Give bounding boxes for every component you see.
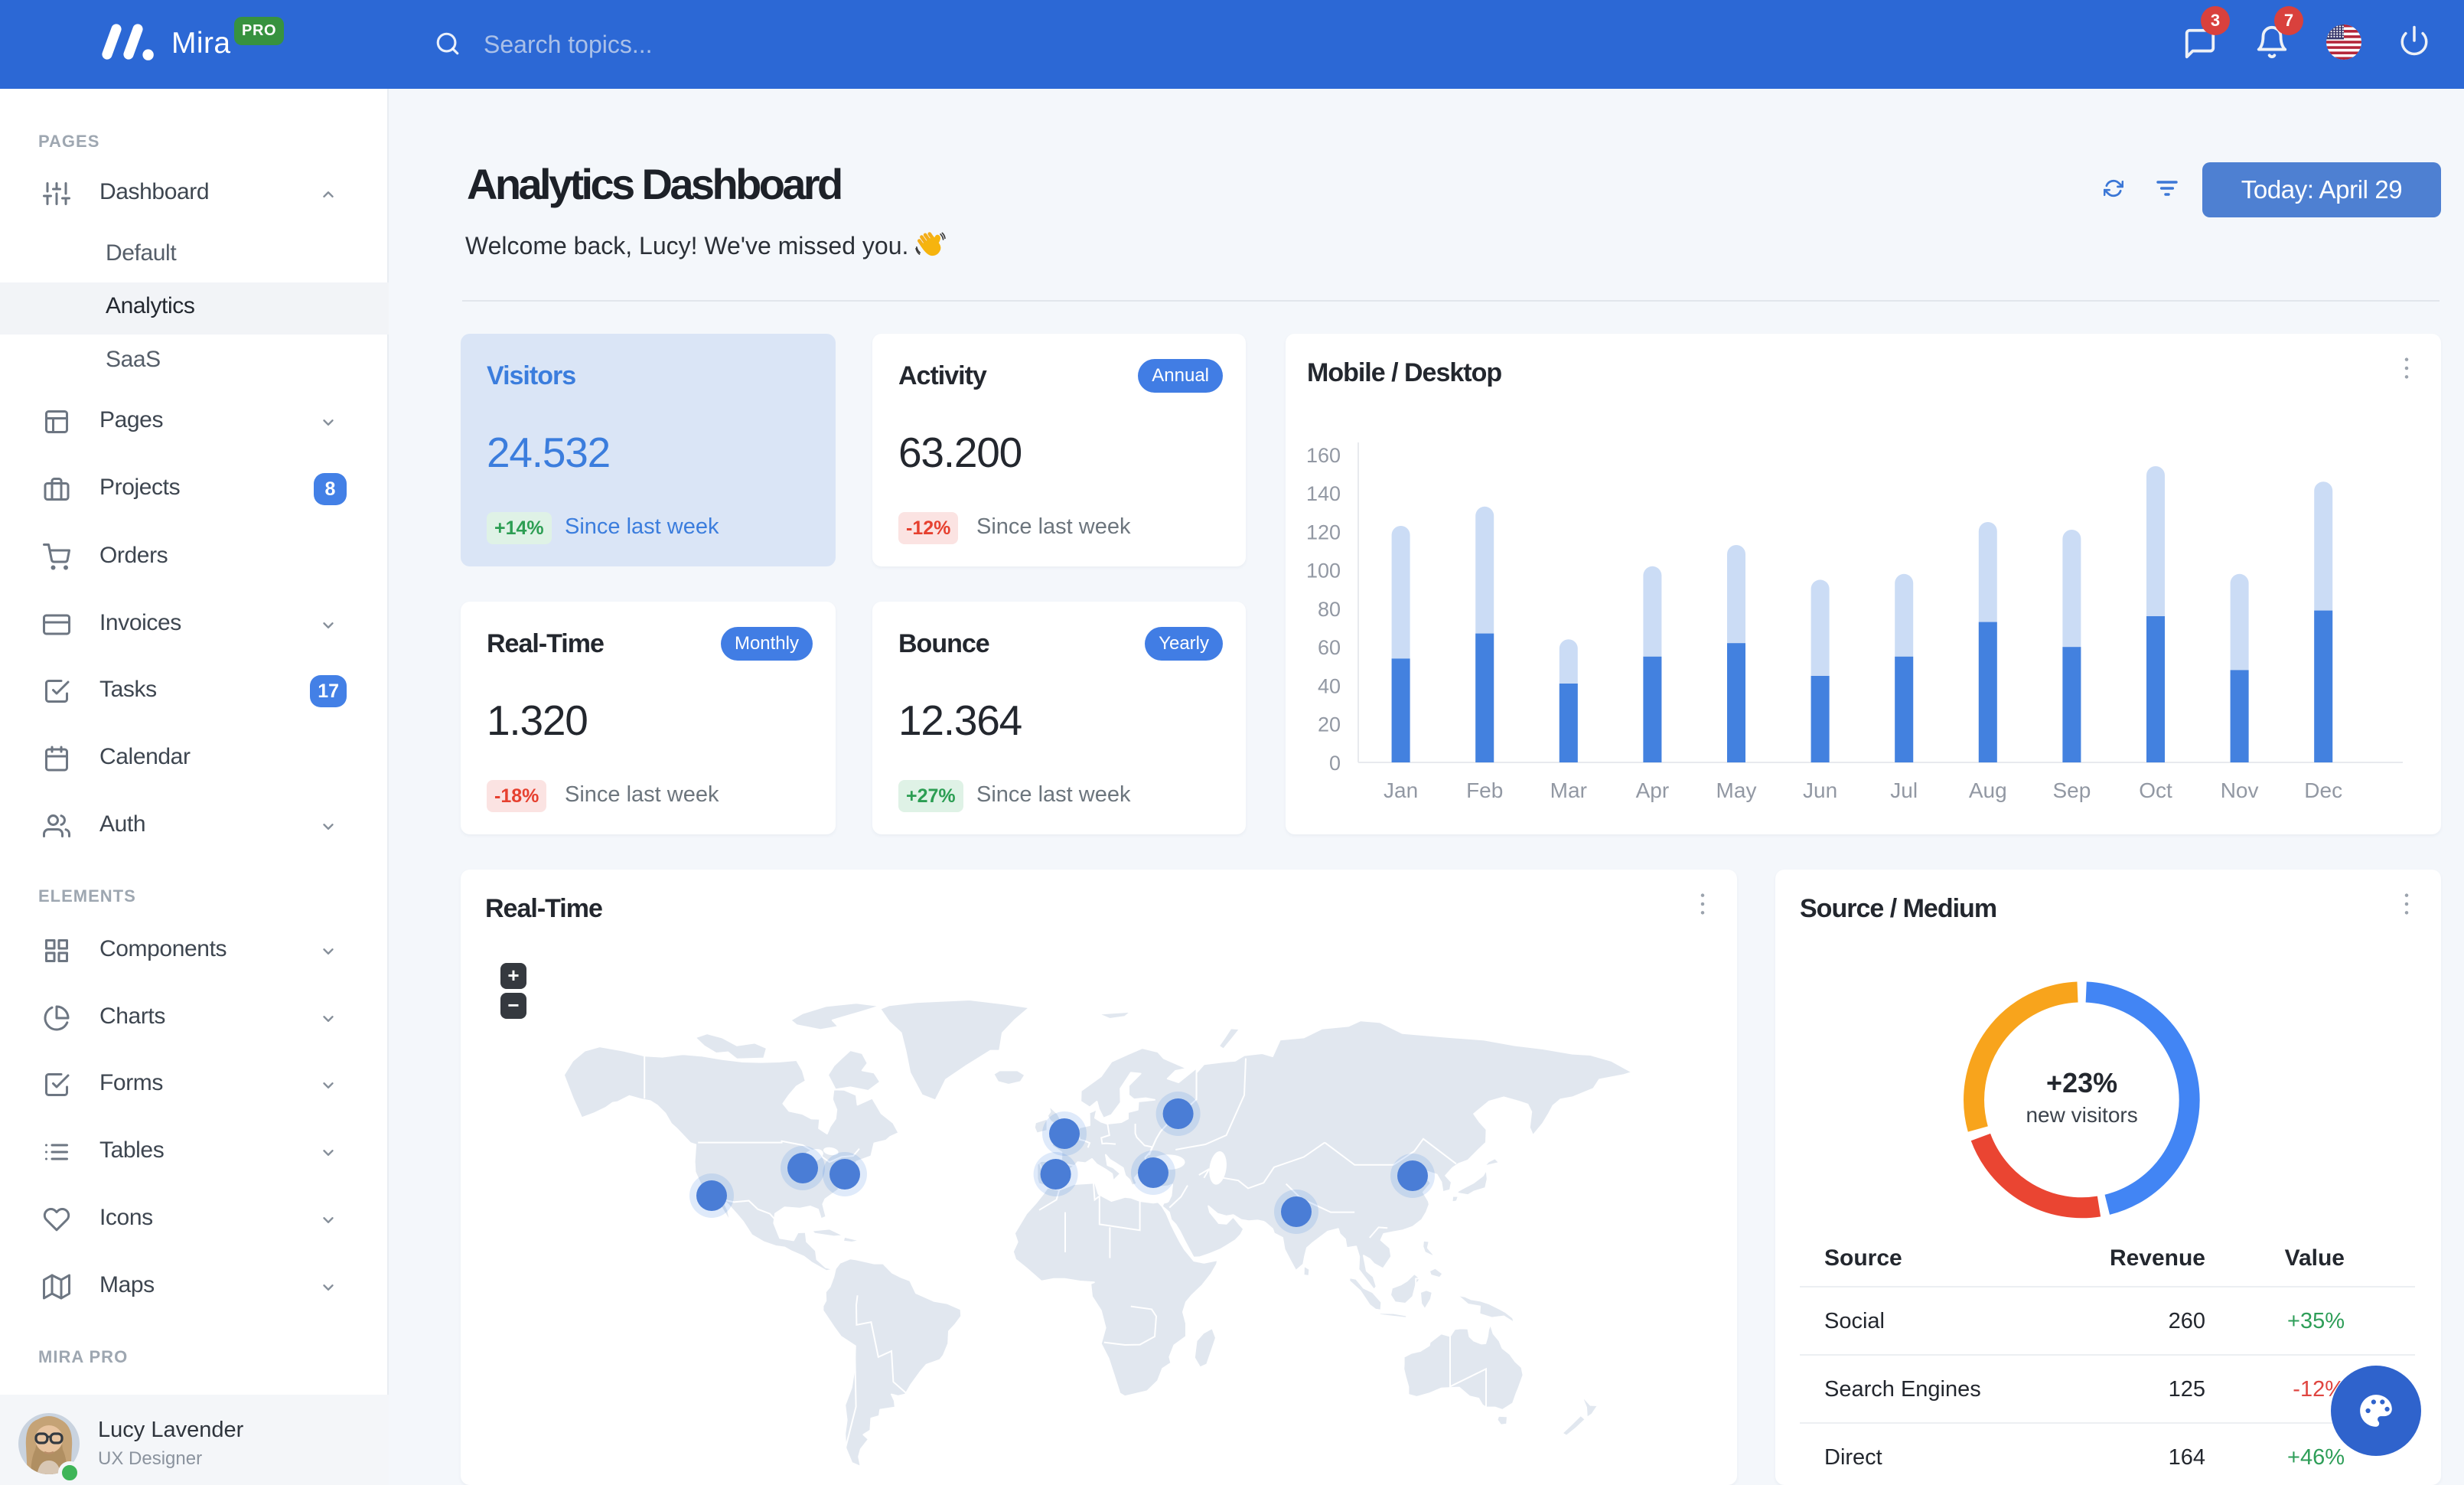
svg-text:Mar: Mar [1550, 778, 1587, 802]
svg-text:40: 40 [1318, 674, 1341, 697]
svg-text:160: 160 [1306, 444, 1341, 467]
svg-text:Nov: Nov [2221, 778, 2259, 802]
svg-text:Dec: Dec [2304, 778, 2342, 802]
svg-text:20: 20 [1318, 713, 1341, 736]
svg-text:May: May [1716, 778, 1757, 802]
svg-text:140: 140 [1306, 482, 1341, 505]
svg-text:100: 100 [1306, 560, 1341, 583]
svg-text:Aug: Aug [1969, 778, 2007, 802]
svg-text:Jun: Jun [1803, 778, 1837, 802]
svg-text:60: 60 [1318, 636, 1341, 659]
svg-text:Oct: Oct [2139, 778, 2172, 802]
svg-text:Feb: Feb [1466, 778, 1503, 802]
svg-text:Sep: Sep [2052, 778, 2091, 802]
svg-text:0: 0 [1329, 752, 1341, 775]
svg-text:new visitors: new visitors [2026, 1103, 2137, 1127]
svg-text:120: 120 [1306, 521, 1341, 543]
svg-text:Jul: Jul [1890, 778, 1918, 802]
svg-text:Apr: Apr [1636, 778, 1670, 802]
svg-text:+23%: +23% [2046, 1067, 2117, 1098]
svg-text:Jan: Jan [1384, 778, 1418, 802]
svg-text:80: 80 [1318, 598, 1341, 621]
